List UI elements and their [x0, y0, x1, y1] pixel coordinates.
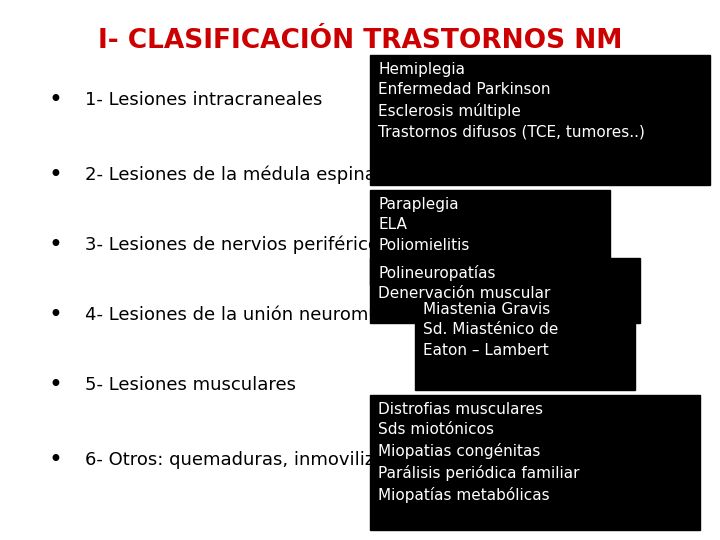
Text: I- CLASIFICACIÓN TRASTORNOS NM: I- CLASIFICACIÓN TRASTORNOS NM: [98, 28, 622, 54]
Text: 2- Lesiones de la médula espinal: 2- Lesiones de la médula espinal: [85, 166, 381, 184]
Text: Paraplegia
ELA
Poliomielitis: Paraplegia ELA Poliomielitis: [378, 197, 469, 253]
Text: •: •: [48, 448, 62, 472]
Text: •: •: [48, 373, 62, 397]
Text: Miastenia Gravis
Sd. Miasténico de
Eaton – Lambert: Miastenia Gravis Sd. Miasténico de Eaton…: [423, 302, 559, 358]
Bar: [370, 258, 640, 323]
Bar: [370, 55, 710, 185]
Bar: [370, 190, 610, 285]
Text: Hemiplegia
Enfermedad Parkinson
Esclerosis múltiple
Trastornos difusos (TCE, tum: Hemiplegia Enfermedad Parkinson Escleros…: [378, 62, 645, 140]
Text: 1- Lesiones intracraneales: 1- Lesiones intracraneales: [85, 91, 323, 109]
Bar: [370, 395, 700, 530]
Text: 4- Lesiones de la unión neuromuscular: 4- Lesiones de la unión neuromuscular: [85, 306, 434, 324]
Text: •: •: [48, 88, 62, 112]
Text: Distrofias musculares
Sds miotónicos
Miopatias congénitas
Parálisis periódica fa: Distrofias musculares Sds miotónicos Mio…: [378, 402, 580, 503]
Bar: [415, 295, 635, 390]
Text: 3- Lesiones de nervios periféricos: 3- Lesiones de nervios periféricos: [85, 236, 388, 254]
Text: •: •: [48, 233, 62, 257]
Text: 5- Lesiones musculares: 5- Lesiones musculares: [85, 376, 296, 394]
Text: 6- Otros: quemaduras, inmovilización..: 6- Otros: quemaduras, inmovilización..: [85, 451, 434, 469]
Text: •: •: [48, 303, 62, 327]
Text: Polineuropatías
Denervación muscular: Polineuropatías Denervación muscular: [378, 265, 550, 301]
Text: •: •: [48, 163, 62, 187]
